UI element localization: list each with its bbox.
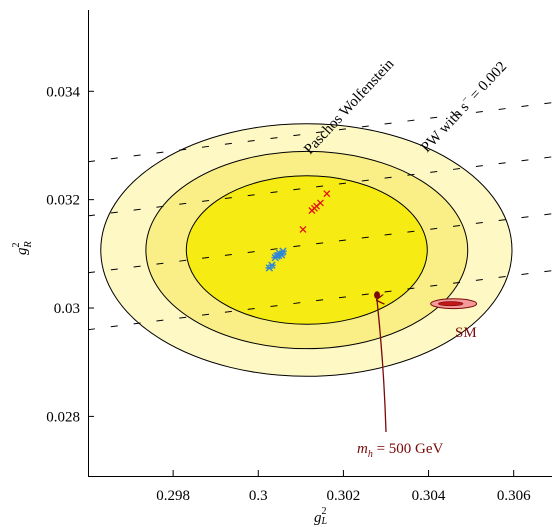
y-tick-label-3: 0.032 — [46, 193, 80, 209]
x-axis-label-sup: 2 — [322, 506, 327, 517]
sm-region — [430, 298, 478, 310]
axis-labels: g2R g2 L — [11, 241, 328, 527]
data-points — [265, 190, 381, 299]
x-axis-label-sub: L — [321, 516, 328, 527]
y-tick-label-1: 0.028 — [46, 409, 80, 425]
red-point-6 — [323, 190, 331, 198]
y-axis-label-main: g — [14, 247, 30, 255]
y-axis-label: g2R — [11, 241, 34, 255]
pw-strange-label-sup: − — [459, 94, 471, 106]
red-point-1 — [299, 225, 307, 233]
plot-frame — [88, 10, 552, 477]
x-axis-label-main: g — [314, 510, 322, 526]
x-tick-label-3: 0.302 — [327, 488, 361, 504]
pw-strange-label-value: = 0.002 — [465, 59, 511, 106]
dashed-line-3 — [88, 156, 552, 217]
red-point-5 — [316, 199, 324, 207]
axis-ticks: 0.298 0.3 0.302 0.304 0.306 0.028 0.03 0.032 0.0… — [46, 84, 531, 504]
confidence-ellipses — [100, 123, 513, 377]
higgs-mass-value: = 500 GeV — [373, 441, 444, 457]
sm-label: SM — [455, 325, 477, 341]
x-tick-label-2: 0.3 — [249, 488, 268, 504]
higgs-point — [374, 291, 381, 299]
higgs-arrow — [377, 300, 387, 433]
confidence-ellipse-3 — [185, 175, 428, 325]
higgs-mass-label: mh = 500 GeV — [357, 441, 444, 460]
pw-strange-label: PW with s− = 0.002 — [417, 57, 510, 155]
y-axis-label-sub: R — [23, 241, 34, 248]
y-axis-label-sup: 2 — [11, 243, 22, 248]
dashed-lines — [88, 102, 552, 331]
x-axis-label: g2 L — [314, 506, 328, 527]
dashed-line-2 — [88, 213, 552, 274]
dashed-line-4 — [88, 102, 552, 163]
blue-point-8 — [279, 247, 287, 255]
higgs-mass-symbol: m — [357, 441, 368, 457]
x-tick-label-1: 0.298 — [156, 488, 190, 504]
y-tick-label-2: 0.03 — [54, 301, 80, 317]
higgs-mass-sub: h — [368, 449, 373, 460]
x-tick-label-5: 0.306 — [497, 488, 531, 504]
x-tick-label-4: 0.304 — [412, 488, 446, 504]
dashed-line-1 — [88, 270, 552, 331]
y-tick-label-4: 0.034 — [46, 84, 80, 100]
pw-strange-label-main: PW with s — [418, 99, 472, 156]
sm-ellipse-inner — [438, 301, 464, 307]
blue-point-2 — [268, 261, 276, 269]
